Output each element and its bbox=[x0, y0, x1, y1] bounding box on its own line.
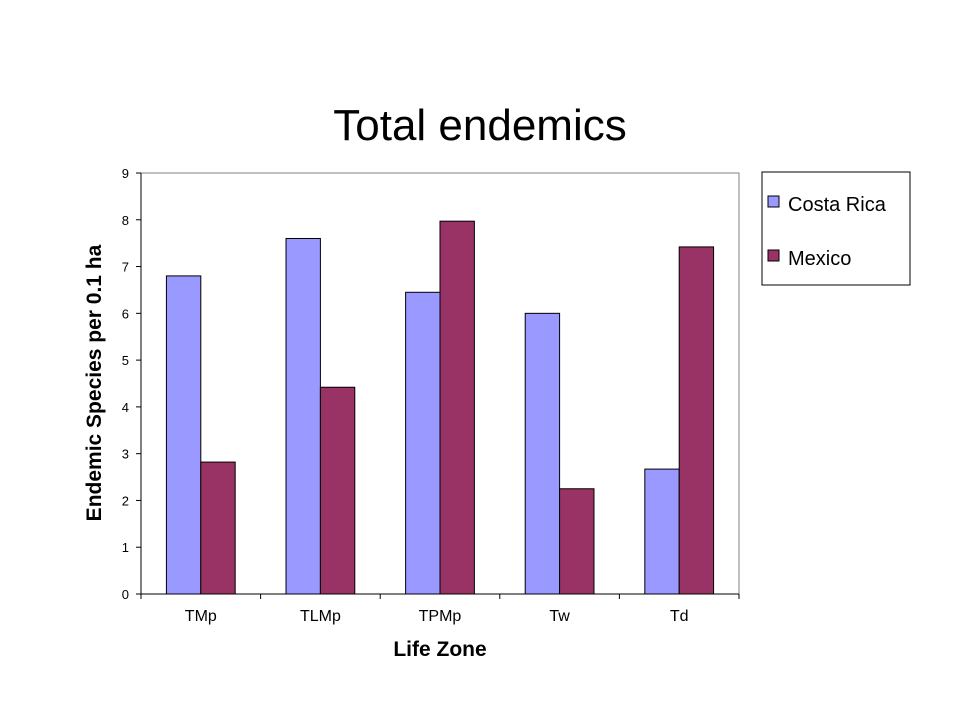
y-axis-ticks: 0 1 2 3 4 5 6 7 8 9 bbox=[122, 166, 141, 602]
legend-swatch bbox=[767, 249, 780, 262]
bar-series2 bbox=[559, 488, 595, 595]
bar-series2 bbox=[439, 220, 475, 595]
y-tick-label: 4 bbox=[122, 400, 129, 415]
y-tick-label: 0 bbox=[122, 587, 129, 602]
y-tick-label: 6 bbox=[122, 306, 129, 321]
legend: Costa Rica Mexico bbox=[761, 171, 911, 286]
bar-series1 bbox=[644, 468, 680, 595]
legend-swatch bbox=[767, 195, 780, 208]
x-axis-title: Life Zone bbox=[393, 638, 486, 661]
y-tick-label: 9 bbox=[122, 166, 129, 181]
x-tick-label: TPMp bbox=[419, 608, 462, 625]
x-axis-ticks: TMp TLMp TPMp Tw Td bbox=[140, 594, 740, 625]
legend-box bbox=[761, 171, 911, 286]
legend-label: Mexico bbox=[788, 248, 851, 270]
y-tick-label: 8 bbox=[122, 213, 129, 228]
y-tick-label: 7 bbox=[122, 260, 129, 275]
bar-series2 bbox=[319, 386, 356, 595]
bar-series2 bbox=[678, 246, 715, 595]
x-tick-label: Tw bbox=[549, 608, 570, 625]
x-tick-label: TLMp bbox=[300, 608, 341, 625]
y-tick-label: 1 bbox=[122, 540, 129, 555]
bar-series2 bbox=[200, 461, 236, 595]
bar-series1 bbox=[405, 291, 441, 595]
x-tick-label: TMp bbox=[185, 608, 217, 625]
bars bbox=[165, 220, 715, 595]
chart-title: Total endemics bbox=[333, 101, 627, 150]
bar-series1 bbox=[165, 275, 202, 595]
legend-label: Costa Rica bbox=[788, 194, 887, 216]
bar-series1 bbox=[285, 237, 321, 595]
bar-series1 bbox=[524, 312, 561, 595]
y-tick-label: 2 bbox=[122, 493, 129, 508]
x-tick-label: Td bbox=[670, 608, 689, 625]
y-tick-label: 3 bbox=[122, 447, 129, 462]
y-axis-title: Endemic Species per 0.1 ha bbox=[83, 244, 106, 521]
y-tick-label: 5 bbox=[122, 353, 129, 368]
